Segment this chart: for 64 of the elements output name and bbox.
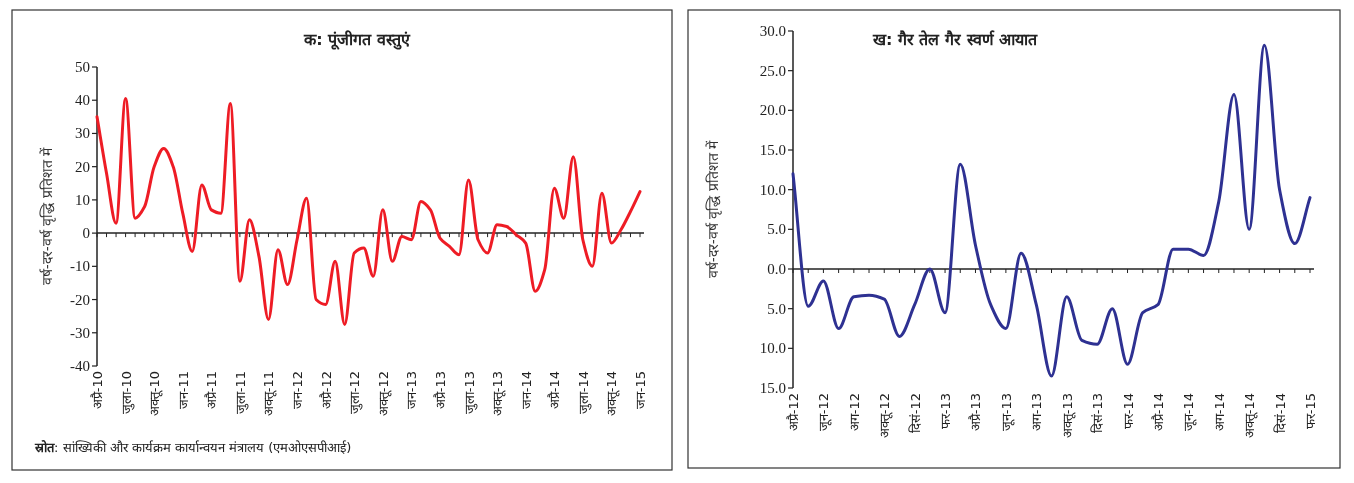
x-tick-label: अप्रै-14 [547, 371, 563, 410]
y-tick-label: 20 [75, 158, 90, 175]
line-series [95, 97, 642, 326]
x-tick-label: अक्तू-13 [1059, 393, 1076, 439]
x-tick-label: फर-13 [938, 393, 954, 430]
x-tick-label: दिसं-12 [907, 393, 923, 434]
x-tick-label: जुला-14 [575, 371, 592, 415]
x-tick-label: अप्रै-13 [968, 393, 984, 432]
x-tick-label: अक्तू-14 [1242, 393, 1259, 439]
x-tick-label: जन-14 [518, 371, 534, 410]
x-tick-label: जून-13 [998, 393, 1015, 432]
x-tick-label: अक्तू-13 [490, 371, 507, 417]
chart-title: क: पूंजीगत वस्तुएं [303, 30, 411, 50]
x-tick-label: अग-13 [1029, 393, 1045, 432]
y-tick-label: -40 [70, 358, 90, 374]
x-tick-label: दिसं-13 [1090, 393, 1106, 434]
y-axis-title: वर्ष-दर-वर्ष वृद्धि प्रतिशत में [39, 146, 56, 286]
x-tick-label: जुला-10 [118, 371, 135, 415]
y-tick-label: 0.0 [767, 261, 786, 277]
x-tick-label: जन-15 [633, 371, 648, 410]
x-tick-label: अग-14 [1211, 393, 1227, 432]
x-tick-label: अप्रै-11 [204, 371, 220, 410]
y-tick-label: 30 [75, 125, 90, 142]
x-tick-label: अप्रै-10 [90, 371, 105, 410]
x-tick-label: अप्रै-14 [1150, 393, 1166, 432]
x-tick-label: अक्तू-11 [261, 371, 278, 417]
text: स्रोत: सांख्यिकी और कार्यक्रम कार्यान्वयन मंत्रालय (एमओएसपीआई) [34, 440, 352, 455]
x-tick-label: जन-13 [404, 371, 420, 410]
x-tick-label: अप्रै-12 [786, 393, 801, 432]
x-tick-label: जुला-12 [347, 371, 364, 415]
x-tick-label: जुला-11 [232, 371, 249, 415]
y-tick-label: -10 [70, 258, 90, 275]
y-tick-label: 10.0 [759, 181, 786, 198]
x-tick-label: अक्तू-14 [604, 371, 621, 417]
x-tick-label: अप्रै-13 [432, 371, 448, 410]
x-tick-label: अग-12 [846, 393, 862, 432]
y-tick-label: 40 [75, 92, 90, 109]
x-tick-label: जून-14 [1181, 393, 1198, 432]
y-tick-label: 25.0 [759, 62, 786, 79]
y-tick-label: 15.0 [759, 380, 786, 396]
x-tick-label: जुला-13 [461, 371, 478, 415]
y-tick-label: 30.0 [759, 23, 786, 39]
chart-title: ख: गैर तेल गैर स्वर्ण आयात [871, 30, 1039, 49]
x-tick-label: दिसं-14 [1272, 393, 1288, 434]
y-tick-label: 50 [75, 59, 90, 75]
x-tick-label: अप्रै-12 [318, 371, 334, 410]
y-tick-label: 5.0 [767, 221, 786, 238]
x-tick-label: जन-11 [175, 371, 191, 410]
y-tick-label: 5.0 [767, 300, 786, 317]
x-tick-label: फर-14 [1120, 393, 1136, 430]
y-axis-title: वर्ष-दर-वर्ष वृद्धि प्रतिशत में [705, 139, 722, 279]
x-tick-label: अक्तू-10 [147, 371, 164, 417]
x-tick-label: फर-15 [1303, 393, 1318, 430]
x-tick-label: जून-12 [816, 393, 833, 432]
x-tick-label: जन-12 [290, 371, 306, 410]
y-tick-label: 0 [82, 225, 90, 242]
y-tick-label: -30 [70, 324, 90, 341]
y-tick-label: -20 [70, 291, 90, 308]
y-tick-label: 20.0 [759, 102, 786, 119]
y-tick-label: 15.0 [759, 142, 786, 158]
y-tick-label: 10.0 [759, 340, 786, 357]
x-tick-label: अक्तू-12 [877, 393, 894, 439]
y-tick-label: 10 [75, 191, 90, 208]
x-tick-label: अक्तू-12 [375, 371, 392, 417]
